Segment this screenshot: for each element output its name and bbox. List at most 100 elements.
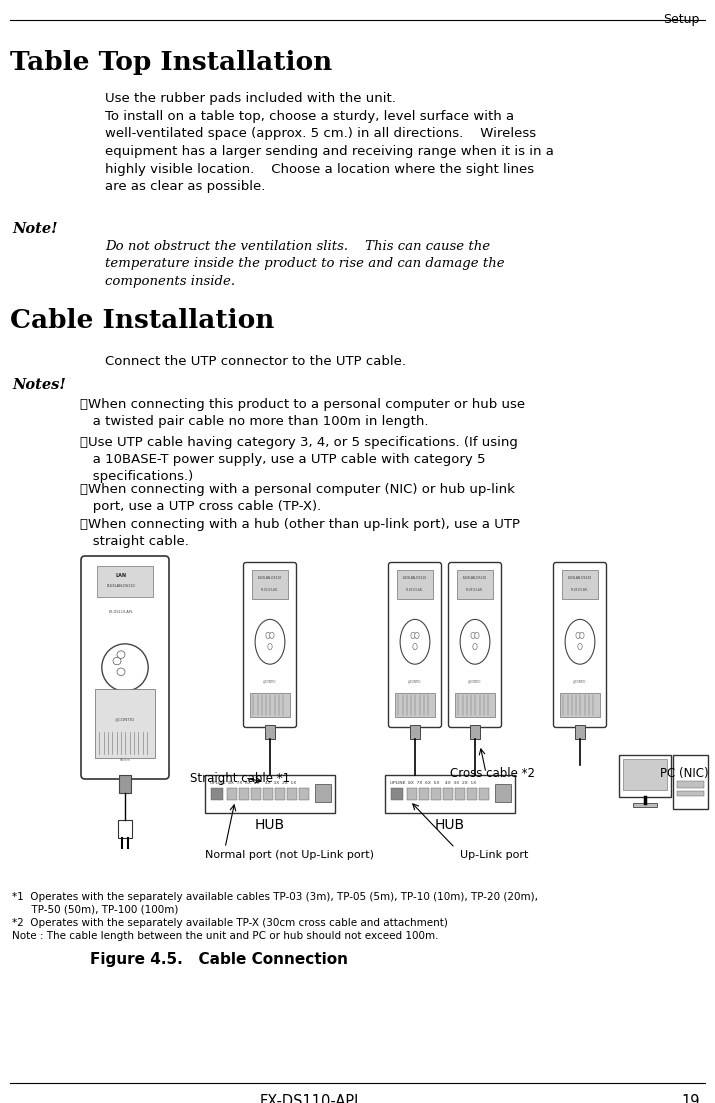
Text: ・When connecting this product to a personal computer or hub use
   a twisted pai: ・When connecting this product to a perso… — [80, 398, 525, 428]
Bar — [252, 570, 288, 599]
Ellipse shape — [473, 643, 477, 650]
Bar — [455, 788, 465, 800]
Bar — [673, 754, 708, 808]
Ellipse shape — [460, 620, 490, 664]
Text: FLEXLAN-DS110: FLEXLAN-DS110 — [463, 577, 487, 580]
Bar — [391, 788, 403, 800]
FancyBboxPatch shape — [81, 556, 169, 779]
FancyBboxPatch shape — [244, 563, 297, 728]
Bar — [275, 788, 285, 800]
Bar — [211, 788, 223, 800]
Ellipse shape — [413, 643, 417, 650]
Ellipse shape — [580, 632, 584, 639]
Ellipse shape — [102, 644, 148, 692]
Text: @CONTIO: @CONTIO — [573, 679, 587, 684]
Bar — [287, 788, 297, 800]
Text: Cable Installation: Cable Installation — [10, 308, 275, 333]
Text: @CONTIO: @CONTIO — [468, 679, 482, 684]
Bar — [395, 693, 435, 717]
Bar — [397, 570, 433, 599]
Bar — [315, 783, 331, 802]
Ellipse shape — [415, 632, 419, 639]
Text: HUB: HUB — [255, 818, 285, 832]
Ellipse shape — [576, 632, 581, 639]
Text: FX-DS110-APL: FX-DS110-APL — [261, 588, 279, 592]
FancyBboxPatch shape — [388, 563, 441, 728]
Bar — [495, 783, 511, 802]
Text: Table Top Installation: Table Top Installation — [10, 50, 332, 75]
Bar — [407, 788, 417, 800]
Text: FLEXLAN-DS110: FLEXLAN-DS110 — [568, 577, 592, 580]
Bar — [119, 775, 132, 793]
Bar — [470, 725, 480, 739]
Text: @CONTIO: @CONTIO — [408, 679, 422, 684]
Bar — [265, 725, 275, 739]
Text: Setup: Setup — [664, 13, 700, 26]
Bar — [562, 570, 598, 599]
Text: FLEXLAN-DS110: FLEXLAN-DS110 — [258, 577, 282, 580]
Text: Pattern: Pattern — [119, 758, 130, 762]
Ellipse shape — [255, 620, 285, 664]
Text: To install on a table top, choose a sturdy, level surface with a
well-ventilated: To install on a table top, choose a stur… — [105, 110, 554, 193]
Text: TP-50 (50m), TP-100 (100m): TP-50 (50m), TP-100 (100m) — [12, 904, 178, 915]
Bar — [97, 567, 153, 597]
Text: FX-DS110-APL: FX-DS110-APL — [406, 588, 424, 592]
Text: @CONTIO: @CONTIO — [263, 679, 277, 684]
Text: Figure 4.5.   Cable Connection: Figure 4.5. Cable Connection — [90, 952, 348, 967]
Bar — [250, 693, 290, 717]
Bar — [457, 570, 493, 599]
Ellipse shape — [268, 643, 272, 650]
Text: UPLINK  8X  7X  6X  5X    4X  3X  2X  1X: UPLINK 8X 7X 6X 5X 4X 3X 2X 1X — [210, 781, 296, 785]
Bar — [431, 788, 441, 800]
Text: ・When connecting with a hub (other than up-link port), use a UTP
   straight cab: ・When connecting with a hub (other than … — [80, 518, 520, 548]
Bar — [623, 759, 667, 790]
Text: PC (NIC): PC (NIC) — [660, 767, 709, 780]
Ellipse shape — [565, 620, 595, 664]
Bar — [467, 788, 477, 800]
Text: ・Use UTP cable having category 3, 4, or 5 specifications. (If using
   a 10BASE-: ・Use UTP cable having category 3, 4, or … — [80, 436, 518, 483]
Ellipse shape — [266, 632, 270, 639]
Text: 19: 19 — [681, 1094, 700, 1103]
Text: Straight cable *1: Straight cable *1 — [190, 772, 290, 785]
Bar — [677, 791, 704, 796]
Text: Note!: Note! — [12, 222, 57, 236]
Text: FX-DS110-APL: FX-DS110-APL — [466, 588, 484, 592]
Text: Do not obstruct the ventilation slits.    This can cause the
temperature inside : Do not obstruct the ventilation slits. T… — [105, 240, 505, 288]
Bar — [299, 788, 309, 800]
Bar — [619, 754, 671, 797]
Text: *2  Operates with the separately available TP-X (30cm cross cable and attachment: *2 Operates with the separately availabl… — [12, 918, 448, 928]
FancyBboxPatch shape — [448, 563, 501, 728]
Bar — [118, 820, 132, 838]
Text: Notes!: Notes! — [12, 378, 66, 392]
Text: Use the rubber pads included with the unit.: Use the rubber pads included with the un… — [105, 92, 396, 105]
Text: FLEXLAN-DS110: FLEXLAN-DS110 — [107, 583, 135, 588]
Bar — [227, 788, 237, 800]
Ellipse shape — [578, 643, 582, 650]
Text: FLEXLAN-DS110: FLEXLAN-DS110 — [403, 577, 427, 580]
Ellipse shape — [117, 651, 125, 658]
Text: HUB: HUB — [435, 818, 465, 832]
Text: Note : The cable length between the unit and PC or hub should not exceed 100m.: Note : The cable length between the unit… — [12, 931, 438, 941]
Ellipse shape — [270, 632, 274, 639]
Bar — [455, 693, 495, 717]
Text: FX-DS110-APL: FX-DS110-APL — [571, 588, 589, 592]
Text: ・When connecting with a personal computer (NIC) or hub up-link
   port, use a UT: ・When connecting with a personal compute… — [80, 483, 515, 513]
Bar — [410, 725, 420, 739]
Bar — [94, 689, 155, 758]
Bar — [385, 775, 515, 813]
Ellipse shape — [471, 632, 475, 639]
Text: @CONTIO: @CONTIO — [115, 717, 135, 721]
Bar — [263, 788, 273, 800]
Text: LAN: LAN — [115, 572, 127, 578]
Bar — [560, 693, 600, 717]
Bar — [479, 788, 489, 800]
Text: Cross cable *2: Cross cable *2 — [450, 767, 535, 780]
Ellipse shape — [475, 632, 479, 639]
Bar — [633, 803, 657, 807]
Ellipse shape — [117, 668, 125, 675]
Ellipse shape — [400, 620, 430, 664]
Ellipse shape — [411, 632, 415, 639]
Text: Connect the UTP connector to the UTP cable.: Connect the UTP connector to the UTP cab… — [105, 355, 406, 368]
Text: *1  Operates with the separately available cables TP-03 (3m), TP-05 (5m), TP-10 : *1 Operates with the separately availabl… — [12, 892, 538, 902]
Text: Up-Link port: Up-Link port — [460, 850, 528, 860]
